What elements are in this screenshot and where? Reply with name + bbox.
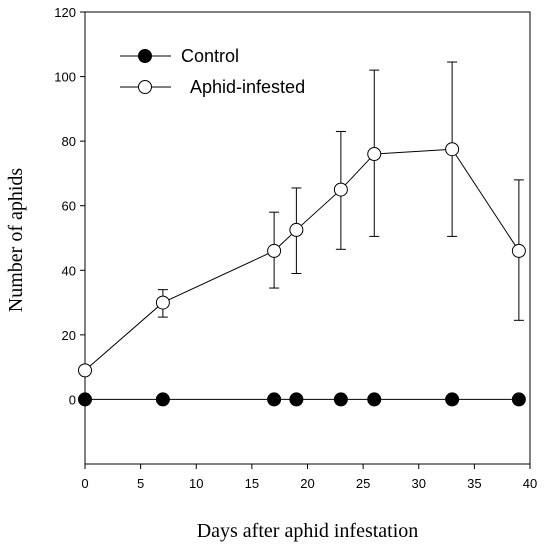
control-point [367,392,382,407]
x-tick-label: 0 [81,476,88,491]
control-point [511,392,526,407]
y-tick-label: 20 [62,328,76,343]
data-markers [78,142,526,407]
x-tick-label: 5 [137,476,144,491]
legend: Control Aphid-infested [120,46,305,97]
control-point [267,392,282,407]
y-tick-label: 40 [62,263,76,278]
y-tick-label: 120 [54,5,76,20]
aphid-infested-point [367,147,382,162]
y-tick-label: 0 [69,392,76,407]
control-point [289,392,304,407]
aphid-infested-point [445,142,460,157]
plot-area [84,11,531,465]
aphid-infested-point [78,363,92,378]
x-axis: 0 5 10 15 20 25 30 35 40 [81,464,537,491]
aphid-infested-point [511,243,526,258]
aphid-infested-line [84,148,520,371]
aphid-infested-point [267,243,282,258]
plot-border [84,11,531,465]
y-axis: 0 20 40 60 80 100 120 [54,5,85,407]
control-point [333,392,348,407]
x-tick-label: 40 [523,476,537,491]
legend-label-aphid-infested: Aphid-infested [190,77,305,97]
control-point [445,392,460,407]
y-tick-label: 80 [62,134,76,149]
x-tick-label: 10 [189,476,203,491]
x-tick-label: 20 [300,476,314,491]
aphid-infested-point [155,295,170,310]
control-point [78,392,92,407]
x-axis-title: Days after aphid infestation [197,520,419,542]
x-tick-label: 35 [467,476,481,491]
legend-marker-control [138,49,152,63]
series-lines [84,148,520,400]
aphid-infested-point [289,222,304,237]
legend-label-control: Control [181,46,239,66]
aphid-infested-point [333,182,348,197]
x-tick-label: 25 [356,476,370,491]
y-axis-title: Number of aphids [5,168,27,313]
y-tick-label: 100 [54,70,76,85]
legend-marker-aphid-infested [138,80,152,94]
x-tick-label: 15 [245,476,259,491]
x-tick-label: 30 [412,476,426,491]
control-point [155,392,170,407]
y-tick-label: 60 [62,199,76,214]
